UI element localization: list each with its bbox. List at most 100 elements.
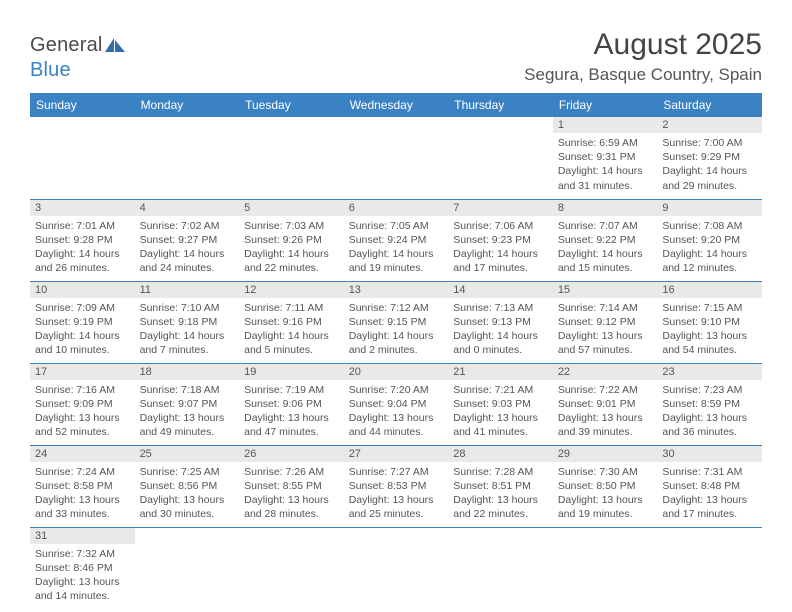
day-number: 8 — [553, 200, 658, 216]
calendar-cell: 2Sunrise: 7:00 AMSunset: 9:29 PMDaylight… — [657, 117, 762, 199]
day-number — [344, 117, 449, 132]
daylight1-text: Daylight: 14 hours — [558, 247, 653, 261]
calendar-cell: 16Sunrise: 7:15 AMSunset: 9:10 PMDayligh… — [657, 281, 762, 363]
logo-general: General — [30, 34, 103, 56]
sunset-text: Sunset: 9:09 PM — [35, 397, 130, 411]
sunset-text: Sunset: 9:04 PM — [349, 397, 444, 411]
sunrise-text: Sunrise: 7:22 AM — [558, 383, 653, 397]
day-number: 24 — [30, 446, 135, 462]
daylight2-text: and 44 minutes. — [349, 425, 444, 439]
sunset-text: Sunset: 9:24 PM — [349, 233, 444, 247]
sunrise-text: Sunrise: 7:31 AM — [662, 465, 757, 479]
calendar-cell: 27Sunrise: 7:27 AMSunset: 8:53 PMDayligh… — [344, 445, 449, 527]
cell-body: Sunrise: 7:21 AMSunset: 9:03 PMDaylight:… — [448, 380, 553, 444]
day-number — [448, 528, 553, 543]
day-header: Wednesday — [344, 93, 449, 117]
daylight2-text: and 10 minutes. — [35, 343, 130, 357]
daylight1-text: Daylight: 13 hours — [453, 411, 548, 425]
calendar-cell — [135, 527, 240, 609]
daylight2-text: and 39 minutes. — [558, 425, 653, 439]
cell-body: Sunrise: 7:12 AMSunset: 9:15 PMDaylight:… — [344, 298, 449, 362]
calendar-cell: 8Sunrise: 7:07 AMSunset: 9:22 PMDaylight… — [553, 199, 658, 281]
calendar-cell: 7Sunrise: 7:06 AMSunset: 9:23 PMDaylight… — [448, 199, 553, 281]
daylight2-text: and 31 minutes. — [558, 179, 653, 193]
daylight2-text: and 25 minutes. — [349, 507, 444, 521]
daylight1-text: Daylight: 14 hours — [453, 247, 548, 261]
day-number: 18 — [135, 364, 240, 380]
daylight1-text: Daylight: 14 hours — [558, 164, 653, 178]
day-number: 30 — [657, 446, 762, 462]
day-number — [30, 117, 135, 132]
daylight1-text: Daylight: 13 hours — [349, 493, 444, 507]
cell-body: Sunrise: 7:28 AMSunset: 8:51 PMDaylight:… — [448, 462, 553, 526]
calendar-row: 10Sunrise: 7:09 AMSunset: 9:19 PMDayligh… — [30, 281, 762, 363]
sunrise-text: Sunrise: 7:10 AM — [140, 301, 235, 315]
daylight1-text: Daylight: 14 hours — [662, 164, 757, 178]
cell-body: Sunrise: 7:23 AMSunset: 8:59 PMDaylight:… — [657, 380, 762, 444]
sunrise-text: Sunrise: 7:15 AM — [662, 301, 757, 315]
sunrise-text: Sunrise: 7:01 AM — [35, 219, 130, 233]
daylight1-text: Daylight: 13 hours — [35, 493, 130, 507]
calendar-cell: 17Sunrise: 7:16 AMSunset: 9:09 PMDayligh… — [30, 363, 135, 445]
daylight1-text: Daylight: 14 hours — [244, 247, 339, 261]
calendar-cell: 9Sunrise: 7:08 AMSunset: 9:20 PMDaylight… — [657, 199, 762, 281]
calendar-cell — [448, 527, 553, 609]
sunrise-text: Sunrise: 7:09 AM — [35, 301, 130, 315]
day-number — [344, 528, 449, 543]
calendar-cell: 5Sunrise: 7:03 AMSunset: 9:26 PMDaylight… — [239, 199, 344, 281]
sunset-text: Sunset: 8:53 PM — [349, 479, 444, 493]
header: GeneralBlue August 2025 Segura, Basque C… — [30, 28, 762, 85]
day-number — [553, 528, 658, 543]
daylight2-text: and 36 minutes. — [662, 425, 757, 439]
sunset-text: Sunset: 9:15 PM — [349, 315, 444, 329]
cell-body: Sunrise: 7:30 AMSunset: 8:50 PMDaylight:… — [553, 462, 658, 526]
sunset-text: Sunset: 9:07 PM — [140, 397, 235, 411]
daylight2-text: and 52 minutes. — [35, 425, 130, 439]
cell-body: Sunrise: 7:18 AMSunset: 9:07 PMDaylight:… — [135, 380, 240, 444]
day-header: Thursday — [448, 93, 553, 117]
calendar-cell: 19Sunrise: 7:19 AMSunset: 9:06 PMDayligh… — [239, 363, 344, 445]
sunset-text: Sunset: 8:59 PM — [662, 397, 757, 411]
sunrise-text: Sunrise: 7:16 AM — [35, 383, 130, 397]
day-number: 6 — [344, 200, 449, 216]
daylight2-text: and 47 minutes. — [244, 425, 339, 439]
daylight1-text: Daylight: 14 hours — [662, 247, 757, 261]
sunset-text: Sunset: 9:06 PM — [244, 397, 339, 411]
calendar-page: GeneralBlue August 2025 Segura, Basque C… — [0, 0, 792, 609]
day-number: 29 — [553, 446, 658, 462]
calendar-cell: 25Sunrise: 7:25 AMSunset: 8:56 PMDayligh… — [135, 445, 240, 527]
day-number: 15 — [553, 282, 658, 298]
daylight2-text: and 26 minutes. — [35, 261, 130, 275]
daylight1-text: Daylight: 14 hours — [349, 329, 444, 343]
calendar-cell: 11Sunrise: 7:10 AMSunset: 9:18 PMDayligh… — [135, 281, 240, 363]
month-title: August 2025 — [524, 28, 762, 62]
daylight2-text: and 22 minutes. — [244, 261, 339, 275]
cell-body: Sunrise: 7:02 AMSunset: 9:27 PMDaylight:… — [135, 216, 240, 280]
sunset-text: Sunset: 8:56 PM — [140, 479, 235, 493]
daylight1-text: Daylight: 14 hours — [35, 247, 130, 261]
sunrise-text: Sunrise: 6:59 AM — [558, 136, 653, 150]
daylight2-text: and 5 minutes. — [244, 343, 339, 357]
sunrise-text: Sunrise: 7:06 AM — [453, 219, 548, 233]
calendar-cell: 13Sunrise: 7:12 AMSunset: 9:15 PMDayligh… — [344, 281, 449, 363]
sunset-text: Sunset: 9:16 PM — [244, 315, 339, 329]
sunset-text: Sunset: 8:46 PM — [35, 561, 130, 575]
sunrise-text: Sunrise: 7:32 AM — [35, 547, 130, 561]
calendar-cell: 30Sunrise: 7:31 AMSunset: 8:48 PMDayligh… — [657, 445, 762, 527]
cell-body: Sunrise: 7:15 AMSunset: 9:10 PMDaylight:… — [657, 298, 762, 362]
sunrise-text: Sunrise: 7:24 AM — [35, 465, 130, 479]
daylight2-text: and 12 minutes. — [662, 261, 757, 275]
daylight2-text: and 0 minutes. — [453, 343, 548, 357]
logo-blue: Blue — [30, 59, 71, 81]
sunset-text: Sunset: 9:13 PM — [453, 315, 548, 329]
day-number: 5 — [239, 200, 344, 216]
calendar-row: 24Sunrise: 7:24 AMSunset: 8:58 PMDayligh… — [30, 445, 762, 527]
cell-body: Sunrise: 6:59 AMSunset: 9:31 PMDaylight:… — [553, 133, 658, 197]
cell-body: Sunrise: 7:14 AMSunset: 9:12 PMDaylight:… — [553, 298, 658, 362]
calendar-cell: 18Sunrise: 7:18 AMSunset: 9:07 PMDayligh… — [135, 363, 240, 445]
cell-body: Sunrise: 7:26 AMSunset: 8:55 PMDaylight:… — [239, 462, 344, 526]
daylight1-text: Daylight: 13 hours — [244, 411, 339, 425]
daylight2-text: and 29 minutes. — [662, 179, 757, 193]
day-number: 13 — [344, 282, 449, 298]
sail-icon — [104, 36, 126, 59]
